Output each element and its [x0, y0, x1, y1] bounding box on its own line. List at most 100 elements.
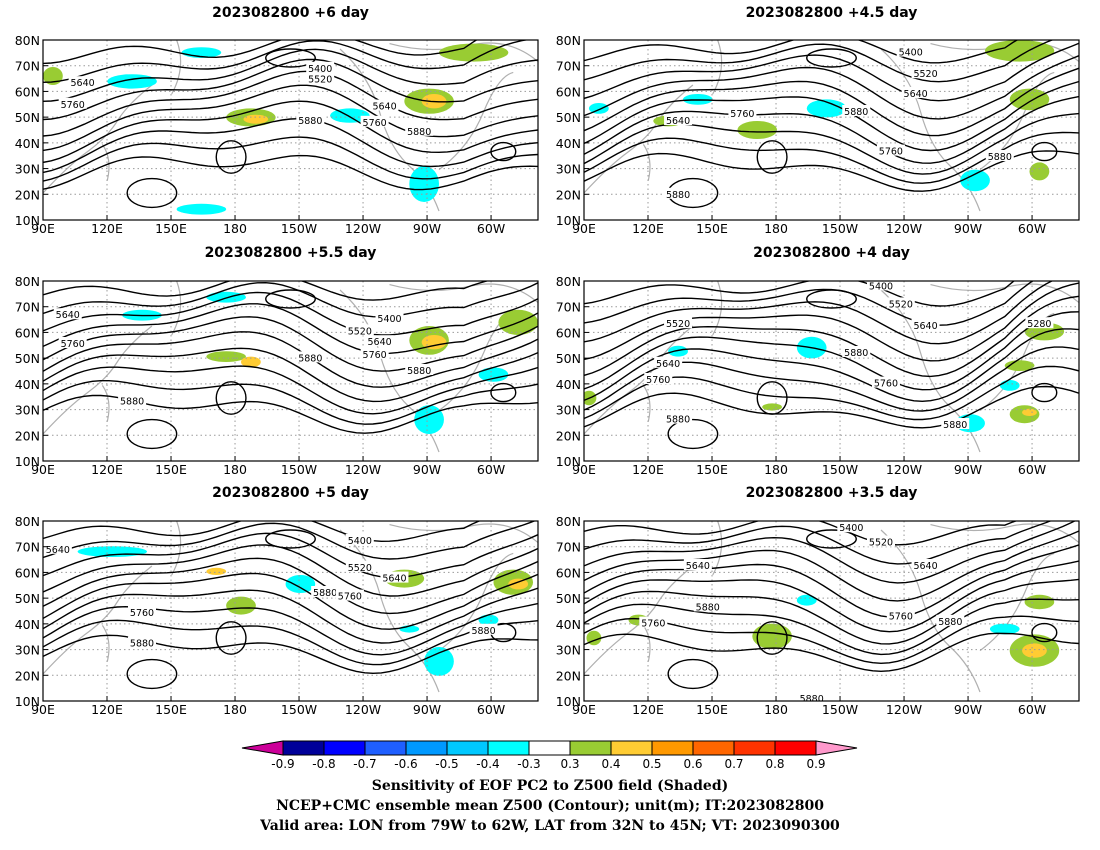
panel-title: 2023082800 +4 day	[753, 245, 910, 261]
coastline	[171, 521, 182, 576]
lon-label: 90E	[31, 221, 55, 236]
contour-label-box	[911, 67, 940, 79]
z500-contour	[43, 100, 538, 164]
z500-contours	[43, 521, 538, 690]
contour-label-box	[693, 600, 722, 612]
contour-label: 5640	[904, 89, 928, 100]
colorbar-box	[610, 740, 653, 756]
lat-label: 40N	[556, 377, 581, 392]
colorbar-label: 0.9	[806, 757, 825, 771]
lat-label: 40N	[556, 617, 581, 632]
lon-label: 90W	[413, 221, 441, 236]
lon-label: 60W	[477, 221, 505, 236]
coastline	[642, 625, 651, 662]
lat-label: 50N	[15, 351, 40, 366]
contour-label-box	[128, 636, 156, 648]
z500-contour	[43, 602, 538, 656]
coastline	[43, 325, 153, 435]
colorbar-box	[364, 740, 407, 756]
lat-label: 10N	[556, 213, 581, 228]
lon-label: 120E	[91, 462, 123, 477]
z500-contour	[43, 544, 538, 597]
contour-label: 5880	[298, 353, 322, 364]
contour-label: 5880	[666, 190, 690, 201]
sensitivity-shading	[176, 203, 227, 215]
lat-label: 20N	[556, 187, 581, 202]
z500-contour	[584, 560, 1079, 633]
contour-label: 5880	[666, 415, 690, 426]
z500-contour	[43, 303, 538, 355]
z500-contour	[584, 40, 1019, 64]
colorbar-label: -0.5	[435, 757, 458, 771]
contour-label: 5400	[308, 64, 332, 75]
contour-label: 5640	[913, 561, 937, 572]
colorbar-label: -0.3	[517, 757, 540, 771]
sensitivity-shading	[668, 345, 688, 357]
sensitivity-shading	[989, 623, 1020, 635]
z500-contour	[584, 521, 1053, 565]
lat-label: 10N	[556, 694, 581, 709]
colorbar-label: 0.3	[560, 757, 579, 771]
colorbar-low-arrow	[241, 740, 284, 756]
sensitivity-shading	[1022, 643, 1047, 658]
contour-label-box	[941, 418, 970, 429]
lat-label: 40N	[556, 136, 581, 151]
sensitivity-shading	[1009, 88, 1050, 111]
contour-label-box	[911, 559, 940, 570]
lon-label: 150W	[281, 462, 317, 477]
contour-label-box	[118, 394, 147, 406]
z500-closed-contour	[126, 177, 178, 209]
z500-contour	[43, 532, 538, 579]
lon-label: 90E	[572, 702, 596, 717]
lon-label: 120W	[886, 702, 922, 717]
colorbar-label: 0.6	[683, 757, 702, 771]
contour-label-box	[296, 351, 325, 363]
lon-label: 60W	[1018, 221, 1046, 236]
map-background	[584, 281, 1079, 461]
lat-label: 20N	[15, 187, 40, 202]
contour-label: 5640	[382, 574, 406, 585]
z500-closed-contour	[126, 418, 178, 450]
contour-label-box	[728, 106, 757, 118]
lat-label: 50N	[556, 591, 581, 606]
contour-label: 5880	[120, 397, 144, 408]
coastlines	[584, 521, 1079, 693]
lon-label: 150W	[822, 221, 858, 236]
sensitivity-shading	[960, 169, 990, 192]
z500-contour	[43, 634, 538, 675]
lat-label: 70N	[15, 59, 40, 74]
z500-contour	[43, 48, 538, 102]
contour-label: 5640	[372, 102, 396, 113]
lon-label: 120W	[886, 221, 922, 236]
lat-label: 70N	[15, 540, 40, 555]
z500-contour	[584, 530, 1079, 602]
contour-label-box	[901, 87, 930, 98]
z500-contour	[584, 544, 1079, 618]
sensitivity-shading	[796, 594, 817, 606]
lon-label: 120W	[345, 221, 381, 236]
lon-label: 180	[764, 462, 788, 477]
lon-label: 180	[223, 221, 247, 236]
sensitivity-shading	[226, 596, 256, 615]
contour-label: 5400	[348, 536, 372, 547]
contour-label-box	[43, 542, 72, 554]
colorbar-box	[651, 740, 694, 756]
map-panel: 2023082800 +4 day54005520528056405520564…	[556, 245, 1080, 477]
contour-label: 5760	[646, 375, 670, 386]
map-background	[43, 281, 538, 461]
contour-label: 5520	[308, 75, 332, 86]
lon-label: 180	[223, 462, 247, 477]
contour-label-box	[306, 72, 335, 84]
z500-closed-contour	[265, 529, 316, 549]
coastline	[43, 565, 153, 675]
coastline	[101, 625, 110, 662]
contour-label: 5520	[913, 69, 937, 80]
lon-label: 90W	[413, 702, 441, 717]
coastline	[712, 281, 723, 336]
sensitivity-shading	[206, 351, 246, 362]
z500-closed-contour	[215, 140, 247, 174]
sensitivity-shading	[1022, 408, 1037, 416]
sensitivity-shading	[1024, 594, 1055, 610]
contour-label-box	[469, 623, 498, 635]
z500-contour	[43, 347, 538, 403]
